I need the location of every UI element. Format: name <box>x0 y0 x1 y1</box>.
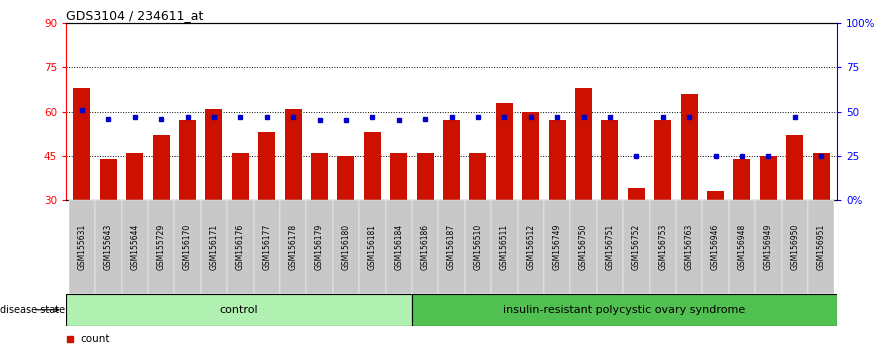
Bar <box>364 132 381 200</box>
Bar <box>73 88 91 200</box>
Text: GSM156753: GSM156753 <box>658 224 667 270</box>
Text: GSM156948: GSM156948 <box>737 224 746 270</box>
Bar <box>148 200 174 294</box>
Text: GSM156752: GSM156752 <box>632 224 640 270</box>
Bar <box>201 200 227 294</box>
Text: count: count <box>80 333 109 344</box>
Text: GSM156951: GSM156951 <box>817 224 825 270</box>
Bar <box>390 153 407 200</box>
Text: GSM156176: GSM156176 <box>236 224 245 270</box>
Bar <box>69 200 95 294</box>
Bar <box>812 153 830 200</box>
Bar <box>232 153 249 200</box>
Bar <box>707 191 724 200</box>
Bar <box>733 159 751 200</box>
Bar <box>544 200 570 294</box>
Text: GSM156763: GSM156763 <box>685 224 693 270</box>
Text: GSM156187: GSM156187 <box>447 224 456 270</box>
Text: GSM156950: GSM156950 <box>790 224 799 270</box>
Text: GSM156946: GSM156946 <box>711 224 720 270</box>
Text: GSM156751: GSM156751 <box>605 224 614 270</box>
Text: GSM155631: GSM155631 <box>78 224 86 270</box>
Bar <box>702 200 729 294</box>
Bar <box>126 153 144 200</box>
Text: GSM156179: GSM156179 <box>315 224 324 270</box>
Bar <box>254 200 280 294</box>
Text: GDS3104 / 234611_at: GDS3104 / 234611_at <box>66 9 204 22</box>
Bar <box>786 135 803 200</box>
Text: GSM156184: GSM156184 <box>394 224 403 270</box>
Bar <box>95 200 122 294</box>
Bar <box>285 109 301 200</box>
Bar <box>628 188 645 200</box>
Bar <box>307 200 333 294</box>
Text: insulin-resistant polycystic ovary syndrome: insulin-resistant polycystic ovary syndr… <box>503 305 745 315</box>
Bar <box>337 156 354 200</box>
Text: control: control <box>219 305 258 315</box>
Bar <box>522 112 539 200</box>
Bar <box>517 200 544 294</box>
Bar <box>417 153 433 200</box>
Bar <box>311 153 328 200</box>
Bar <box>66 294 411 326</box>
Bar <box>179 120 196 200</box>
Text: disease state: disease state <box>0 305 65 315</box>
Bar <box>439 200 464 294</box>
Bar <box>333 200 359 294</box>
Text: GSM155644: GSM155644 <box>130 224 139 270</box>
Bar <box>470 153 486 200</box>
Text: GSM155729: GSM155729 <box>157 224 166 270</box>
Bar <box>443 120 460 200</box>
Bar <box>152 135 170 200</box>
Bar <box>491 200 517 294</box>
Bar <box>755 200 781 294</box>
Text: GSM156512: GSM156512 <box>526 224 536 270</box>
Bar <box>729 200 755 294</box>
Bar <box>781 200 808 294</box>
Text: GSM156186: GSM156186 <box>420 224 430 270</box>
Text: GSM156181: GSM156181 <box>367 224 377 270</box>
Text: GSM156949: GSM156949 <box>764 224 773 270</box>
Bar <box>258 132 275 200</box>
Text: GSM156180: GSM156180 <box>342 224 351 270</box>
Text: GSM156170: GSM156170 <box>183 224 192 270</box>
Bar <box>411 294 837 326</box>
Bar <box>359 200 386 294</box>
Bar <box>602 120 618 200</box>
Bar <box>623 200 649 294</box>
Bar <box>680 94 698 200</box>
Text: GSM156177: GSM156177 <box>263 224 271 270</box>
Text: GSM156511: GSM156511 <box>500 224 509 270</box>
Bar <box>100 159 117 200</box>
Text: GSM156750: GSM156750 <box>579 224 588 270</box>
Bar <box>575 88 592 200</box>
Bar <box>570 200 596 294</box>
Text: GSM156510: GSM156510 <box>473 224 483 270</box>
Bar <box>174 200 201 294</box>
Bar <box>649 200 676 294</box>
Bar <box>227 200 254 294</box>
Text: GSM156178: GSM156178 <box>289 224 298 270</box>
Bar <box>122 200 148 294</box>
Text: GSM156749: GSM156749 <box>552 224 561 270</box>
Bar <box>464 200 491 294</box>
Bar <box>280 200 307 294</box>
Bar <box>412 200 439 294</box>
Text: GSM156171: GSM156171 <box>210 224 218 270</box>
Bar <box>596 200 623 294</box>
Bar <box>205 109 223 200</box>
Bar <box>654 120 671 200</box>
Bar <box>549 120 566 200</box>
Bar <box>808 200 834 294</box>
Bar <box>676 200 702 294</box>
Bar <box>759 156 777 200</box>
Bar <box>386 200 412 294</box>
Text: GSM155643: GSM155643 <box>104 224 113 270</box>
Bar <box>496 103 513 200</box>
